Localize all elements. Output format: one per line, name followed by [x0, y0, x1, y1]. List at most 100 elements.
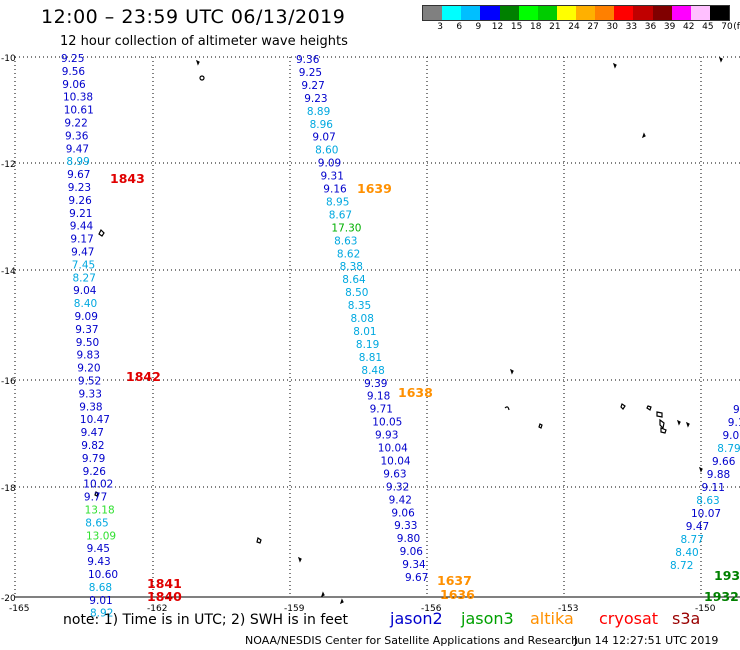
swh-value: 8.60	[315, 145, 338, 157]
map-grid	[14, 56, 740, 598]
lon-tick-label: -150	[695, 604, 716, 614]
swh-value: 10.60	[88, 569, 118, 581]
swh-value: 9.04	[73, 285, 97, 297]
island-outline	[641, 132, 646, 139]
swh-value: 9.56	[62, 66, 86, 78]
legend-swatch	[671, 6, 691, 20]
legend-tick-label: 6	[456, 22, 463, 32]
legend-swatch	[690, 6, 710, 20]
legend-tick-label: 21	[549, 22, 561, 32]
swh-value: 9.47	[81, 427, 104, 439]
track-values: 9.259.569.0610.3810.619.229.369.478.999.…	[61, 53, 740, 620]
swh-value: 9.43	[87, 556, 110, 568]
legend-tick-label: 36	[644, 22, 657, 32]
pass-time-label: 1842	[126, 369, 161, 384]
swh-value: 9.47	[71, 247, 94, 259]
lon-tick-label: -159	[284, 604, 305, 614]
swh-value: 9.01	[89, 595, 112, 607]
island-outline	[698, 466, 703, 473]
map-subtitle: 12 hour collection of altimeter wave hei…	[60, 34, 348, 49]
island-outline	[98, 228, 105, 237]
swh-value: 10.07	[691, 508, 721, 520]
legend-tick-label: 30	[606, 22, 618, 32]
lat-tick-label: -16	[1, 377, 16, 387]
swh-value: 9.47	[66, 143, 89, 155]
swh-value: 9.42	[389, 494, 412, 506]
island-outline	[646, 405, 652, 411]
swh-value: 9.07	[312, 132, 335, 144]
swh-value: 10.47	[80, 414, 110, 426]
island-outline	[199, 75, 205, 81]
swh-value: 9.05	[723, 430, 740, 442]
swh-value: 9.17	[70, 234, 93, 246]
swh-value: 9.26	[83, 466, 107, 478]
swh-value: 9.37	[75, 324, 98, 336]
swh-value: 9.93	[375, 430, 398, 442]
legend-swatch	[518, 6, 538, 20]
swh-value: 9.45	[87, 543, 110, 555]
swh-value: 8.50	[345, 287, 368, 299]
swh-value: 10.04	[381, 455, 411, 467]
legend-swatch	[556, 6, 576, 20]
legend-tick-label: 39	[663, 22, 676, 32]
satellite-label: altika	[530, 609, 574, 628]
swh-value: 8.27	[73, 272, 96, 284]
swh-value: 8.08	[351, 313, 374, 325]
legend-swatch	[480, 6, 500, 20]
swh-value: 9.44	[70, 221, 94, 233]
pass-time-label: 1638	[398, 385, 433, 400]
island-outline	[620, 403, 626, 410]
island-outline	[538, 423, 543, 429]
swh-value: 8.64	[342, 274, 366, 286]
pass-time-label: 1639	[357, 181, 392, 196]
swh-value: 9.66	[712, 456, 736, 468]
swh-value: 9.06	[62, 79, 86, 91]
swh-value: 8.38	[340, 261, 363, 273]
island-outline	[612, 62, 617, 69]
map-title: 12:00 – 23:59 UTC 06/13/2019	[41, 6, 346, 28]
swh-value: 8.63	[696, 495, 719, 507]
legend-swatch	[709, 6, 729, 20]
swh-value: 9.22	[64, 118, 87, 130]
swh-value: 9.36	[65, 130, 89, 142]
swh-value: 8.40	[74, 298, 97, 310]
island-outline	[320, 591, 325, 598]
satellite-label: s3a	[672, 609, 701, 628]
island-outline	[297, 556, 302, 563]
legend-tick-label: 24	[568, 22, 580, 32]
swh-value: 9.36	[296, 54, 320, 66]
swh-value: 8.65	[85, 517, 108, 529]
pass-time-label: 1636	[440, 587, 475, 602]
timestamp-text: Jun 14 12:27:51 UTC 2019	[574, 634, 719, 647]
swh-value: 8.72	[670, 560, 693, 572]
lat-tick-label: -20	[1, 594, 16, 604]
swh-value: 8.79	[717, 443, 740, 455]
swh-value: 10.61	[64, 105, 94, 117]
swh-value: 9.67	[67, 169, 90, 181]
swh-value: 9.82	[81, 440, 104, 452]
swh-value: 9.47	[686, 521, 709, 533]
legend-tick-label: 15	[510, 22, 523, 32]
island-outline	[94, 491, 99, 497]
pass-time-label: 1843	[110, 171, 145, 186]
swh-value: 9.06	[400, 546, 424, 558]
swh-value: 8.81	[359, 352, 382, 364]
swh-value: 9.80	[397, 533, 420, 545]
legend-tick-label: 42	[683, 22, 695, 32]
lat-tick-label: -12	[1, 160, 16, 170]
legend-tick-label: 27	[587, 22, 599, 32]
island-outline	[195, 59, 200, 66]
swh-value: 10.38	[63, 92, 93, 104]
legend-swatch	[633, 6, 653, 20]
swh-value: 8.77	[681, 534, 704, 546]
satellite-label: cryosat	[599, 609, 659, 628]
legend-swatch	[461, 6, 481, 20]
lon-tick-label: -156	[421, 604, 442, 614]
swh-value: 9.20	[77, 363, 100, 375]
lon-tick-label: -162	[147, 604, 167, 614]
swh-value: 10.04	[378, 443, 408, 455]
legend-unit: (ft)	[733, 22, 740, 32]
swh-value: 8.01	[353, 326, 376, 338]
swh-value: 8.19	[356, 339, 379, 351]
legend-tick-label: 70	[721, 22, 733, 32]
